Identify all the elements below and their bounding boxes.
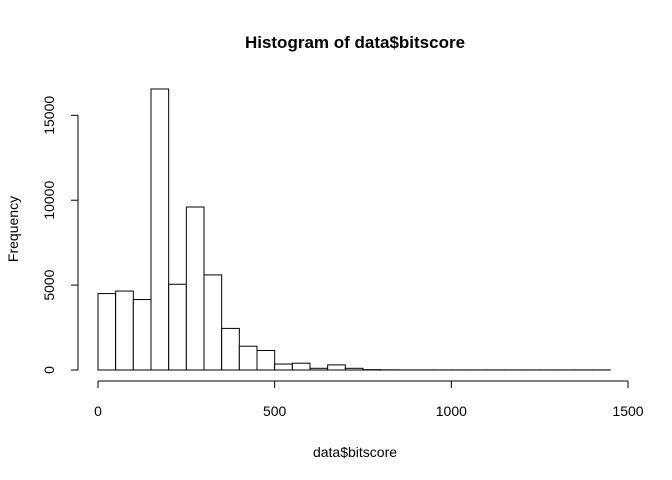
histogram-bar — [344, 367, 364, 371]
histogram-bar — [291, 362, 311, 371]
x-tick-label: 1000 — [436, 403, 467, 419]
histogram-bar — [115, 290, 134, 371]
histogram-bar — [309, 367, 329, 371]
histogram-bar — [256, 349, 276, 371]
y-axis: 0 5000 10000 15000 — [41, 96, 79, 374]
histogram-bar — [185, 206, 205, 371]
histogram-bar — [327, 364, 346, 371]
x-tick-label: 0 — [94, 403, 102, 419]
x-axis-label: data$bitscore — [313, 444, 397, 460]
histogram-bar — [132, 299, 152, 371]
histogram-bar — [203, 274, 223, 371]
chart-title: Histogram of data$bitscore — [245, 33, 465, 52]
histogram-bar — [221, 327, 240, 371]
histogram-bar — [150, 88, 170, 371]
x-axis: 0 500 1000 1500 — [94, 380, 644, 419]
y-tick-label: 5000 — [41, 269, 57, 300]
histogram-bar — [238, 345, 258, 371]
y-axis-label: Frequency — [5, 196, 21, 262]
y-tick-label: 10000 — [41, 181, 57, 220]
x-tick-label: 500 — [263, 403, 287, 419]
histogram-bar — [274, 363, 293, 371]
y-tick-label: 15000 — [41, 96, 57, 135]
histogram-bar — [168, 283, 187, 371]
y-tick-label: 0 — [41, 366, 57, 374]
x-tick-label: 1500 — [612, 403, 643, 419]
histogram-bar — [97, 293, 117, 371]
bars-group — [97, 88, 611, 371]
